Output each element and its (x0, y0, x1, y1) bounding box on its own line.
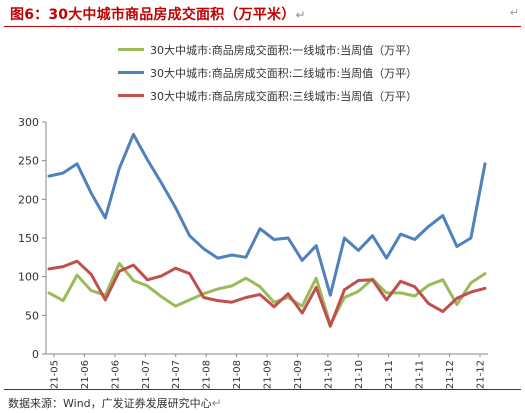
legend: 30大中城市:商品房成交面积:一线城市:当周值（万平） 30大中城市:商品房成交面… (118, 38, 417, 107)
legend-label: 30大中城市:商品房成交面积:一线城市:当周值（万平） (150, 43, 418, 57)
y-tick-label: 100 (18, 271, 39, 284)
x-tick-label: 21-11 (415, 360, 426, 389)
x-tick-label: 21-10 (354, 360, 365, 389)
x-tick-label: 21-08 (232, 360, 243, 389)
y-tick-label: 150 (18, 232, 39, 245)
return-mark: ↵ (509, 6, 519, 19)
y-tick-label: 250 (18, 155, 39, 168)
x-tick-label: 21-11 (384, 360, 395, 389)
legend-item-3: 30大中城市:商品房成交面积:三线城市:当周值（万平） (118, 84, 417, 107)
x-tick-label: 21-06 (80, 360, 91, 389)
legend-swatch (118, 94, 144, 97)
x-tick-label: 21-12 (476, 360, 487, 389)
legend-swatch (118, 48, 144, 51)
source-note: 数据来源：Wind，广发证券发展研究中心↵ (8, 396, 222, 410)
legend-label: 30大中城市:商品房成交面积:二线城市:当周值（万平） (150, 66, 418, 80)
x-tick-label: 21-05 (50, 360, 61, 389)
x-tick-label: 21-12 (445, 360, 456, 389)
title-bar: 图6：30大中城市商品房成交面积（万平米）↵ (4, 0, 521, 27)
x-tick-label: 21-10 (323, 360, 334, 389)
return-mark: ↵ (211, 396, 222, 410)
series-line-1 (47, 262, 487, 327)
legend-item-1: 30大中城市:商品房成交面积:一线城市:当周值（万平） (118, 38, 417, 61)
footer-divider (4, 389, 521, 390)
x-tick-label: 21-09 (293, 360, 304, 389)
legend-item-2: 30大中城市:商品房成交面积:二线城市:当周值（万平） (118, 61, 417, 84)
y-tick-label: 200 (18, 193, 39, 206)
y-tick-label: 300 (18, 116, 39, 129)
legend-label: 30大中城市:商品房成交面积:三线城市:当周值（万平） (150, 89, 418, 103)
return-mark: ↵ (295, 8, 306, 22)
y-tick-label: 50 (25, 309, 39, 322)
x-tick-label: 21-09 (263, 360, 274, 389)
series-line-3 (47, 259, 487, 328)
x-tick-label: 21-06 (110, 360, 121, 389)
series-line-2 (47, 132, 487, 297)
x-tick-label: 21-07 (141, 360, 152, 389)
legend-swatch (118, 71, 144, 74)
x-tick-label: 21-07 (171, 360, 182, 389)
y-tick-label: 0 (32, 348, 39, 361)
chart-title: 图6：30大中城市商品房成交面积（万平米）↵ (10, 7, 306, 23)
x-tick-label: 21-08 (202, 360, 213, 389)
